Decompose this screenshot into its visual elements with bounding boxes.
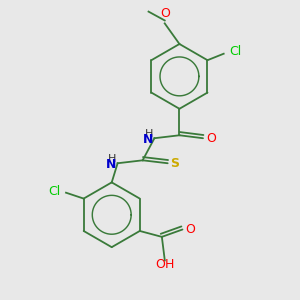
Text: O: O bbox=[185, 223, 195, 236]
Text: N: N bbox=[142, 133, 153, 146]
Text: O: O bbox=[206, 132, 216, 145]
Text: O: O bbox=[155, 258, 165, 271]
Text: Cl: Cl bbox=[230, 45, 242, 58]
Text: H: H bbox=[108, 154, 116, 164]
Text: Cl: Cl bbox=[48, 185, 60, 198]
Text: H: H bbox=[164, 258, 174, 271]
Text: S: S bbox=[171, 157, 180, 170]
Text: H: H bbox=[145, 129, 153, 139]
Text: N: N bbox=[106, 158, 116, 171]
Text: O: O bbox=[160, 7, 170, 20]
